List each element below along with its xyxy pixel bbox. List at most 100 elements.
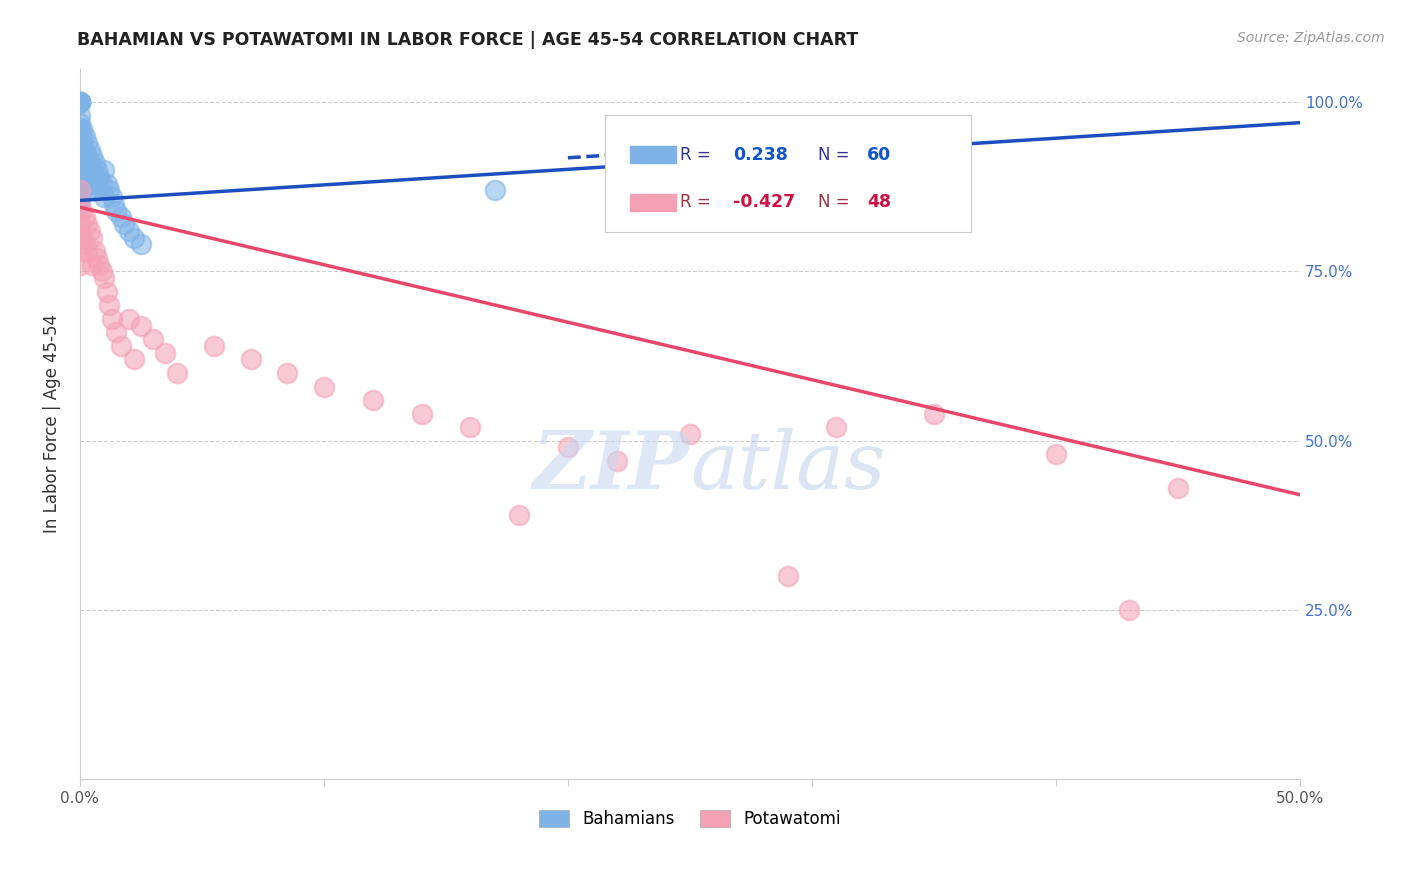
Point [122,230,145,244]
Point [80,163,103,178]
Point [69,95,91,110]
Point [118,224,141,238]
Point [80,258,103,272]
Point [129,318,152,333]
Point [776,569,799,583]
Point [69,177,91,191]
Point [155,345,177,359]
Point [100,311,122,326]
Text: ZIP: ZIP [533,427,690,505]
Point [103,197,125,211]
Point [73,211,96,225]
Point [76,149,98,163]
Point [69,230,91,244]
FancyBboxPatch shape [630,146,675,163]
Point [105,203,128,218]
Point [93,163,115,178]
Point [100,190,122,204]
Text: N =: N = [818,145,849,164]
Point [606,454,628,468]
Point [69,95,91,110]
Point [86,163,108,178]
Point [72,156,94,170]
Point [83,244,105,259]
Point [69,95,91,110]
FancyBboxPatch shape [605,115,970,232]
Point [69,109,91,123]
Point [460,420,482,434]
Point [93,271,115,285]
Point [69,136,91,150]
Point [89,258,111,272]
Point [89,169,111,184]
Point [69,149,91,163]
Point [73,177,96,191]
Point [142,332,165,346]
Point [110,211,132,225]
Point [825,420,848,434]
Point [122,352,145,367]
Point [361,392,384,407]
Point [90,177,112,191]
Text: BAHAMIAN VS POTAWATOMI IN LABOR FORCE | AGE 45-54 CORRELATION CHART: BAHAMIAN VS POTAWATOMI IN LABOR FORCE | … [77,31,859,49]
Text: R =: R = [681,194,711,211]
Point [110,339,132,353]
FancyBboxPatch shape [630,194,675,211]
Point [202,339,225,353]
Point [76,136,98,150]
Text: Source: ZipAtlas.com: Source: ZipAtlas.com [1237,31,1385,45]
Point [76,163,98,178]
Text: 48: 48 [868,194,891,211]
Text: 0.238: 0.238 [733,145,787,164]
Point [411,407,433,421]
Point [72,143,94,157]
Text: 60: 60 [868,145,891,164]
Point [72,136,94,150]
Point [73,149,96,163]
Text: -0.427: -0.427 [733,194,794,211]
Point [69,169,91,184]
Point [1045,447,1067,461]
Point [69,122,91,136]
Point [73,237,96,252]
Point [69,244,91,259]
Point [90,264,112,278]
Point [69,183,91,197]
Point [80,149,103,163]
Point [72,203,94,218]
Point [96,285,118,299]
Point [312,379,335,393]
Point [86,177,108,191]
Point [79,143,101,157]
Point [69,183,91,197]
Point [86,251,108,265]
Point [679,426,702,441]
Point [69,197,91,211]
Point [79,156,101,170]
Point [606,177,628,191]
Point [83,183,105,197]
Point [80,230,103,244]
Point [112,217,135,231]
Point [105,326,128,340]
Point [69,163,91,178]
Point [118,311,141,326]
Point [79,224,101,238]
Point [239,352,262,367]
Point [508,508,530,522]
Point [80,177,103,191]
Point [69,258,91,272]
Point [1167,481,1189,495]
Point [72,230,94,244]
Point [79,169,101,184]
Point [922,407,945,421]
Point [166,366,188,380]
Point [96,177,118,191]
Point [72,129,94,144]
Point [69,217,91,231]
Point [69,190,91,204]
Point [98,298,121,312]
Point [69,115,91,129]
Point [93,190,115,204]
Point [276,366,298,380]
